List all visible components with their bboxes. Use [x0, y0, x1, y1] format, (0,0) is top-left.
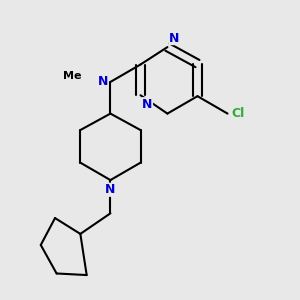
Text: Me: Me: [63, 71, 82, 81]
Text: N: N: [98, 75, 108, 88]
Text: N: N: [105, 183, 116, 196]
Text: Cl: Cl: [231, 107, 244, 120]
Text: N: N: [142, 98, 152, 111]
Text: N: N: [169, 32, 179, 45]
